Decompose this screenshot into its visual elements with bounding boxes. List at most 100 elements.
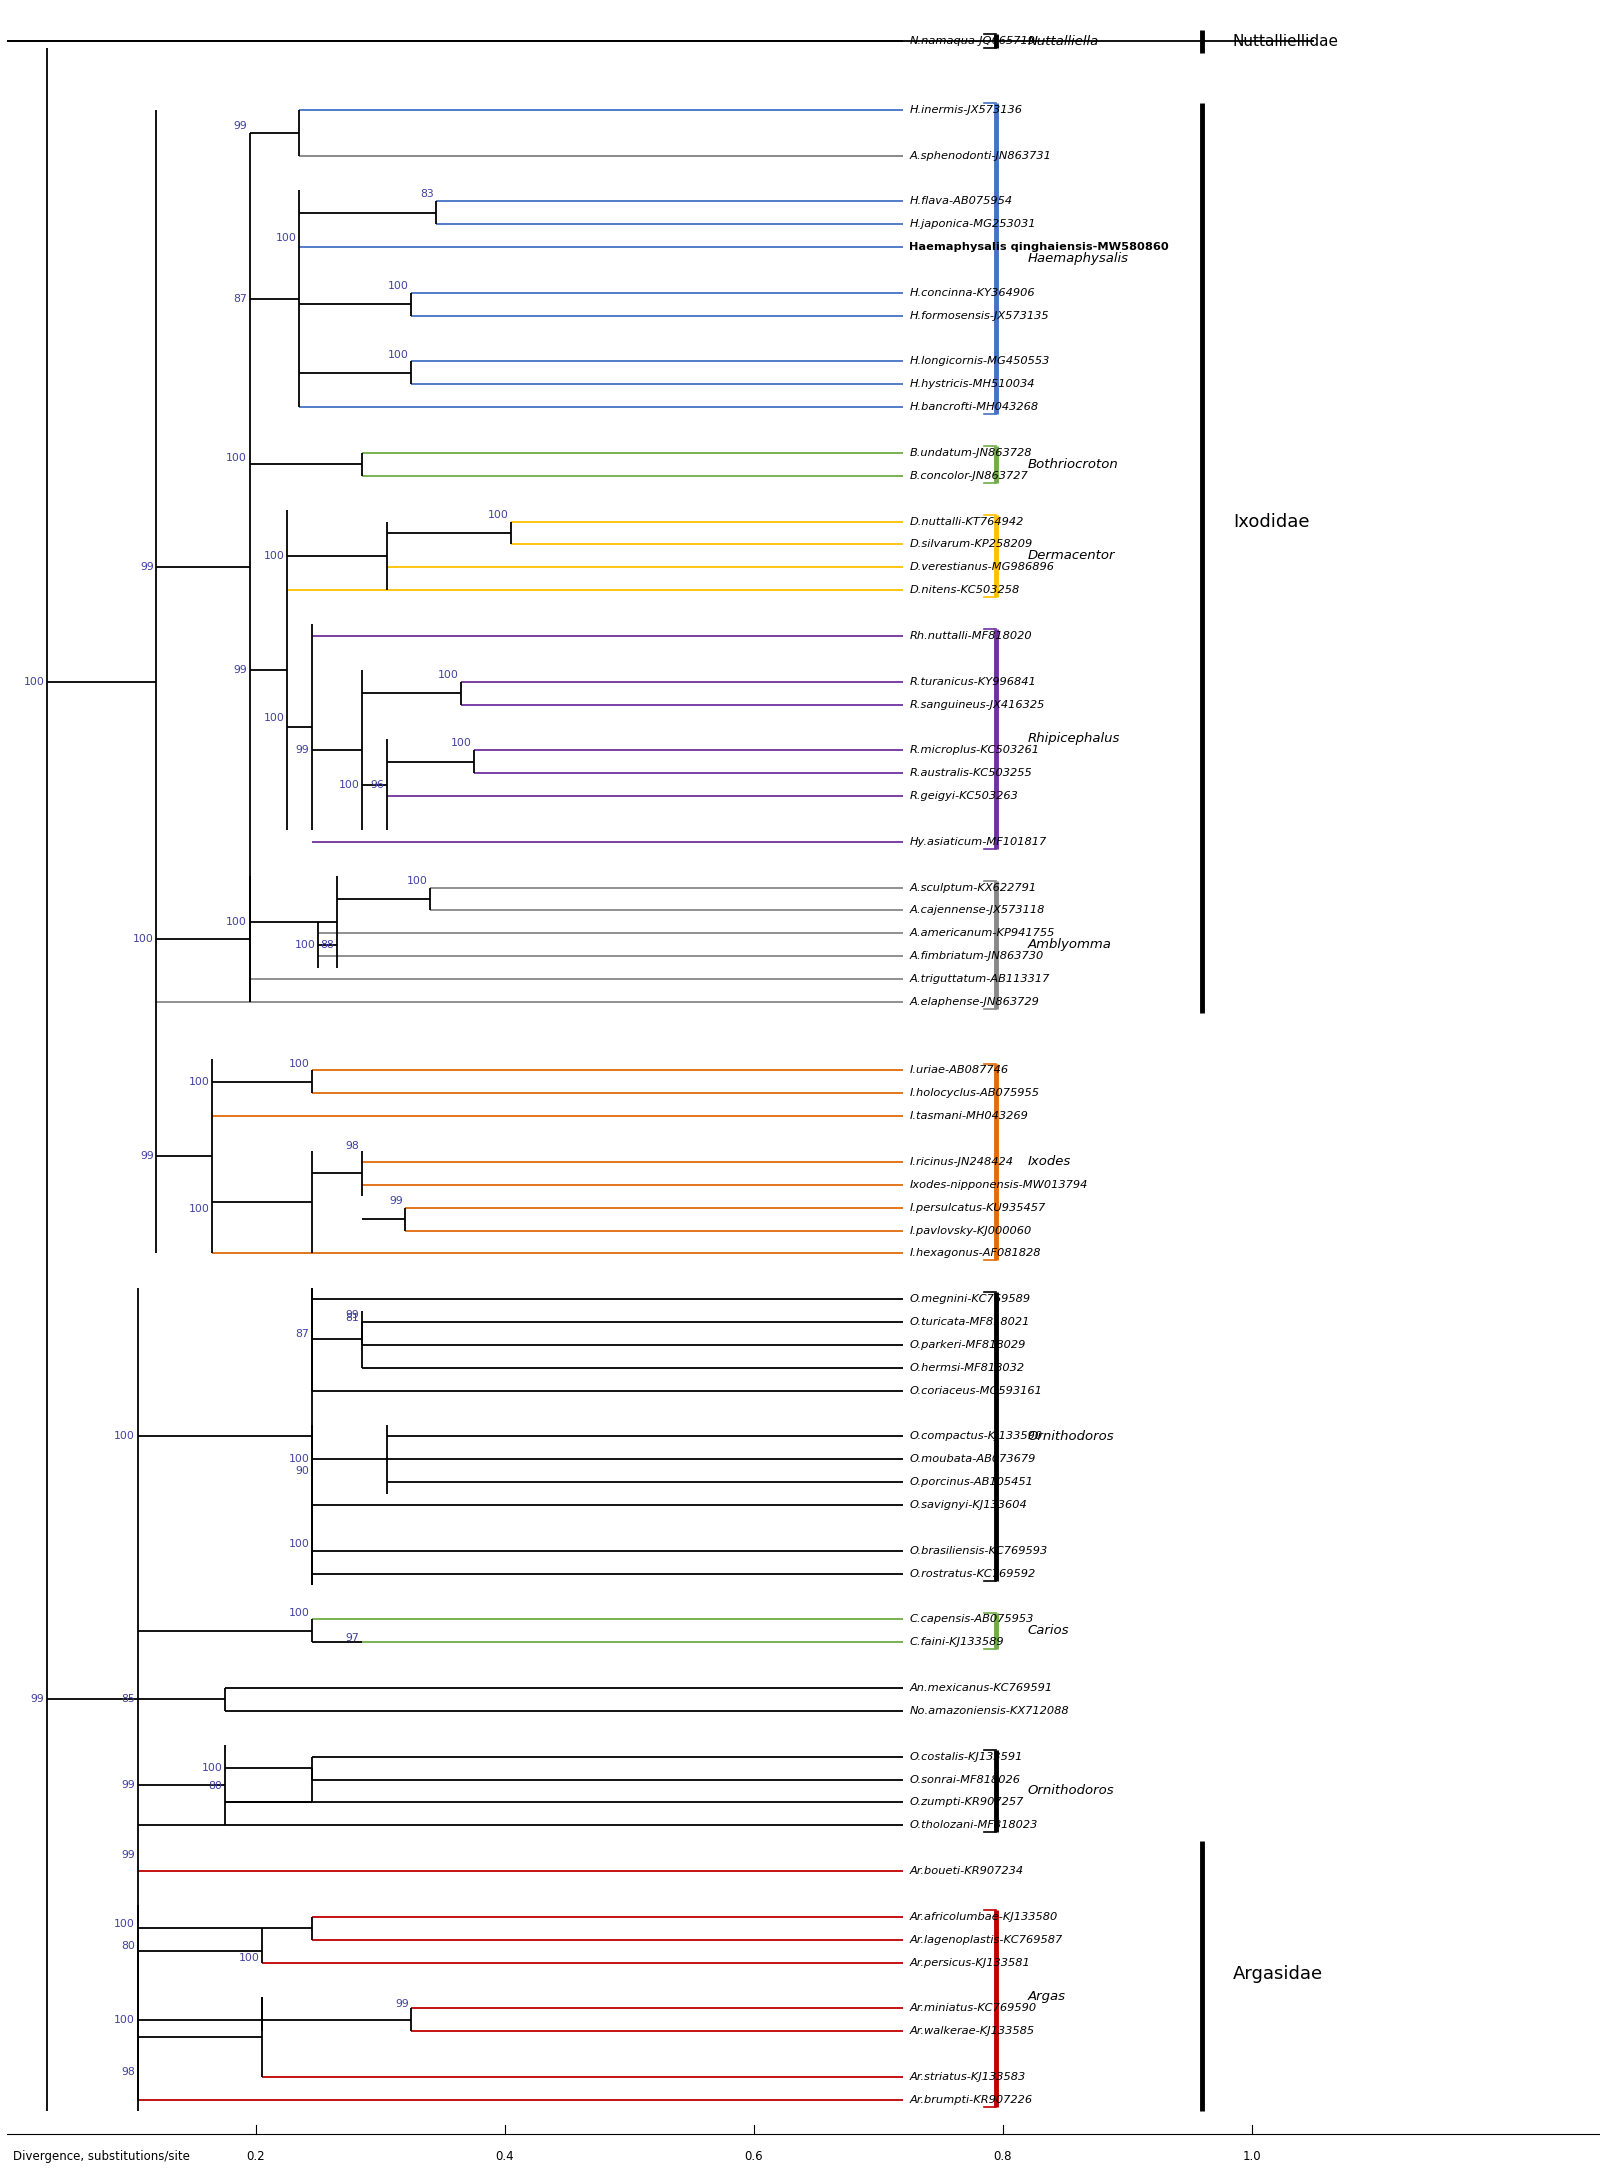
Text: 100: 100 [114,2015,135,2024]
Text: No.amazoniensis-KX712088: No.amazoniensis-KX712088 [910,1705,1069,1716]
Text: I.tasmani-MH043269: I.tasmani-MH043269 [910,1111,1028,1121]
Text: 99: 99 [140,562,154,573]
Text: An.mexicanus-KC769591: An.mexicanus-KC769591 [910,1683,1053,1694]
Text: 99: 99 [346,1310,360,1321]
Text: 99: 99 [233,666,247,675]
Text: 81: 81 [346,1312,360,1323]
Text: 90: 90 [296,1466,310,1475]
Text: Rh.nuttalli-MF818020: Rh.nuttalli-MF818020 [910,631,1032,640]
Text: A.sculptum-KX622791: A.sculptum-KX622791 [910,883,1037,891]
Text: O.sonrai-MF818026: O.sonrai-MF818026 [910,1774,1020,1785]
Text: N.namaqua-JQ665719: N.namaqua-JQ665719 [910,37,1035,46]
Text: Ornithodoros: Ornithodoros [1027,1429,1114,1442]
Text: O.brasiliensis-KC769593: O.brasiliensis-KC769593 [910,1546,1048,1555]
Text: 99: 99 [395,1998,408,2008]
Text: 87: 87 [296,1330,310,1338]
Text: 99: 99 [233,121,247,130]
Text: 100: 100 [190,1204,211,1215]
Text: A.elaphense-JN863729: A.elaphense-JN863729 [910,998,1040,1006]
Text: Dermacentor: Dermacentor [1027,549,1115,562]
Text: 80: 80 [121,1941,135,1952]
Text: 100: 100 [201,1763,222,1772]
Text: O.turicata-MF818021: O.turicata-MF818021 [910,1317,1030,1327]
Text: O.compactus-KJ133590: O.compactus-KJ133590 [910,1432,1043,1442]
Text: 100: 100 [289,1058,310,1069]
Text: R.turanicus-KY996841: R.turanicus-KY996841 [910,677,1037,688]
Text: 100: 100 [264,551,284,562]
Text: Ar.miniatus-KC769590: Ar.miniatus-KC769590 [910,2004,1037,2013]
Text: Ixodes: Ixodes [1027,1156,1070,1169]
Text: 100: 100 [339,779,360,790]
Text: Haemaphysalis: Haemaphysalis [1027,252,1128,265]
Text: A.triguttatum-AB113317: A.triguttatum-AB113317 [910,974,1049,985]
Text: O.megnini-KC769589: O.megnini-KC769589 [910,1295,1030,1304]
Text: R.sanguineus-JX416325: R.sanguineus-JX416325 [910,701,1045,709]
Text: 100: 100 [264,714,284,722]
Text: 85: 85 [122,1694,135,1705]
Text: 100: 100 [387,349,408,360]
Text: Haemaphysalis qinghaiensis-MW580860: Haemaphysalis qinghaiensis-MW580860 [910,243,1168,252]
Text: Amblyomma: Amblyomma [1027,939,1112,952]
Text: 100: 100 [114,1920,135,1928]
Text: 0.6: 0.6 [744,2149,763,2162]
Text: Carios: Carios [1027,1625,1069,1638]
Text: 100: 100 [289,1540,310,1549]
Text: A.sphenodonti-JN863731: A.sphenodonti-JN863731 [910,150,1051,161]
Text: 99: 99 [140,1152,154,1160]
Text: B.concolor-JN863727: B.concolor-JN863727 [910,471,1028,482]
Text: Argasidae: Argasidae [1233,1965,1323,1982]
Text: Hy.asiaticum-MF101817: Hy.asiaticum-MF101817 [910,837,1046,846]
Text: 99: 99 [122,1781,135,1789]
Text: 100: 100 [294,939,315,950]
Text: H.flava-AB075954: H.flava-AB075954 [910,197,1012,206]
Text: H.japonica-MG253031: H.japonica-MG253031 [910,219,1037,230]
Text: 100: 100 [289,1455,310,1464]
Text: 99: 99 [122,1850,135,1861]
Text: R.microplus-KC503261: R.microplus-KC503261 [910,746,1040,755]
Text: 0.2: 0.2 [246,2149,265,2162]
Text: D.nuttalli-KT764942: D.nuttalli-KT764942 [910,516,1024,527]
Text: 100: 100 [487,510,508,521]
Text: Argas: Argas [1027,1991,1065,2004]
Text: 100: 100 [227,917,247,926]
Text: H.hystricis-MH510034: H.hystricis-MH510034 [910,380,1035,388]
Text: B.undatum-JN863728: B.undatum-JN863728 [910,449,1032,458]
Text: I.pavlovsky-KJ000060: I.pavlovsky-KJ000060 [910,1225,1032,1236]
Text: Nuttalliellidae: Nuttalliellidae [1233,35,1339,48]
Text: Ornithodoros: Ornithodoros [1027,1785,1114,1798]
Text: 97: 97 [346,1633,360,1642]
Text: A.cajennense-JX573118: A.cajennense-JX573118 [910,904,1045,915]
Text: O.zumpti-KR907257: O.zumpti-KR907257 [910,1798,1024,1807]
Text: 83: 83 [419,189,434,200]
Text: Ixodes-nipponensis-MW013794: Ixodes-nipponensis-MW013794 [910,1180,1088,1191]
Text: Ixodidae: Ixodidae [1233,512,1310,531]
Text: Ar.striatus-KJ133583: Ar.striatus-KJ133583 [910,2071,1025,2082]
Text: A.americanum-KP941755: A.americanum-KP941755 [910,928,1054,939]
Text: Ar.lagenoplastis-KC769587: Ar.lagenoplastis-KC769587 [910,1935,1062,1946]
Text: 99: 99 [296,746,310,755]
Text: 100: 100 [133,935,154,944]
Text: O.hermsi-MF818032: O.hermsi-MF818032 [910,1362,1024,1373]
Text: D.silvarum-KP258209: D.silvarum-KP258209 [910,540,1033,549]
Text: Divergence, substitutions/site: Divergence, substitutions/site [13,2149,190,2162]
Text: O.parkeri-MF818029: O.parkeri-MF818029 [910,1340,1025,1349]
Text: I.persulcatus-KU935457: I.persulcatus-KU935457 [910,1204,1046,1212]
Text: C.capensis-AB075953: C.capensis-AB075953 [910,1614,1033,1625]
Text: Ar.walkerae-KJ133585: Ar.walkerae-KJ133585 [910,2026,1035,2037]
Text: 87: 87 [233,293,247,304]
Text: 0.4: 0.4 [495,2149,514,2162]
Text: O.tholozani-MF818023: O.tholozani-MF818023 [910,1820,1038,1831]
Text: O.rostratus-KC769592: O.rostratus-KC769592 [910,1568,1035,1579]
Text: 99: 99 [31,1694,45,1705]
Text: 100: 100 [407,876,427,885]
Text: 99: 99 [389,1195,403,1206]
Text: H.longicornis-MG450553: H.longicornis-MG450553 [910,356,1049,367]
Text: 98: 98 [346,1141,360,1152]
Text: 88: 88 [320,939,334,950]
Text: H.concinna-KY364906: H.concinna-KY364906 [910,288,1035,297]
Text: O.moubata-AB073679: O.moubata-AB073679 [910,1455,1035,1464]
Text: 100: 100 [114,1432,135,1442]
Text: C.faini-KJ133589: C.faini-KJ133589 [910,1638,1004,1646]
Text: R.australis-KC503255: R.australis-KC503255 [910,768,1032,779]
Text: H.bancrofti-MH043268: H.bancrofti-MH043268 [910,401,1038,412]
